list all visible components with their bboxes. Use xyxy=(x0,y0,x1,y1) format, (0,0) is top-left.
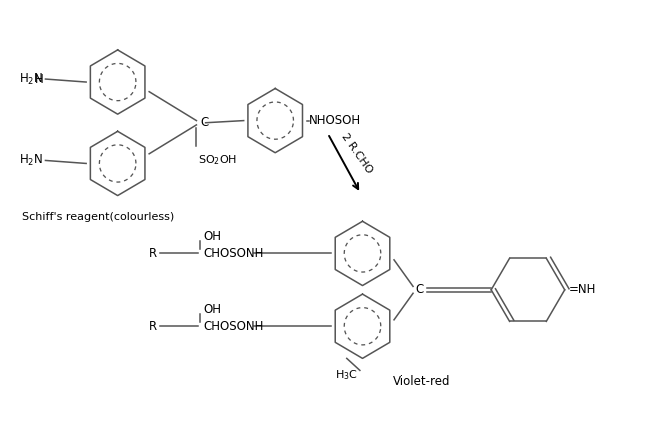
Text: CHOSONH: CHOSONH xyxy=(203,247,263,260)
Text: SO$_2$OH: SO$_2$OH xyxy=(199,154,238,168)
Text: R: R xyxy=(149,320,157,333)
Text: R: R xyxy=(149,247,157,260)
Text: H$_3$C: H$_3$C xyxy=(335,368,358,382)
Text: Violet-red: Violet-red xyxy=(393,375,451,388)
Text: CHOSONH: CHOSONH xyxy=(203,320,263,333)
Text: Schiff's reagent(colourless): Schiff's reagent(colourless) xyxy=(23,212,175,222)
Text: C: C xyxy=(201,116,209,129)
Text: =NH: =NH xyxy=(569,283,596,296)
Text: C: C xyxy=(416,283,424,296)
Text: 2 R.CHO: 2 R.CHO xyxy=(340,132,375,175)
Text: NHOSOH: NHOSOH xyxy=(309,114,361,127)
Text: OH: OH xyxy=(203,230,221,243)
Text: OH: OH xyxy=(203,302,221,316)
Text: H$_2$N: H$_2$N xyxy=(19,153,44,168)
Text: H$_2$N: H$_2$N xyxy=(19,72,44,87)
Text: H: H xyxy=(34,72,44,85)
